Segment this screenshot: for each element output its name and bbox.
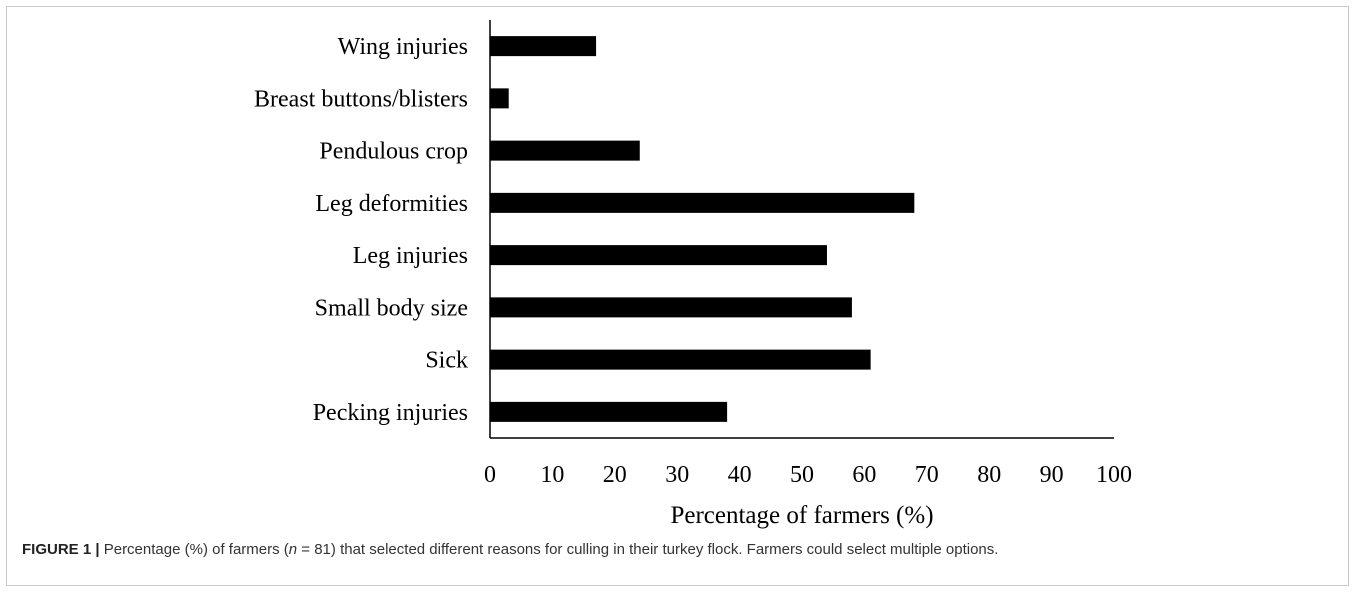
bars-layer <box>490 36 915 422</box>
bar-pendulous-crop <box>490 140 640 161</box>
x-tick-label-40: 40 <box>728 462 752 488</box>
x-tick-label-60: 60 <box>852 462 876 488</box>
x-tick-label-50: 50 <box>790 462 814 488</box>
x-tick-label-70: 70 <box>915 462 939 488</box>
x-tick-label-100: 100 <box>1096 462 1132 488</box>
bar-wing-injuries <box>490 36 597 57</box>
x-tick-label-30: 30 <box>665 462 689 488</box>
caption-label: FIGURE 1 | <box>22 541 100 558</box>
figure-caption: FIGURE 1 | Percentage (%) of farmers (n … <box>22 540 1332 560</box>
category-label-pecking-injuries: Pecking injuries <box>313 400 468 426</box>
category-label-wing-injuries: Wing injuries <box>338 34 468 60</box>
x-tick-labels: 0 10 20 30 40 50 60 70 80 90 100 <box>484 462 1132 488</box>
bar-leg-deformities <box>490 192 915 213</box>
x-tick-label-80: 80 <box>977 462 1001 488</box>
x-tick-label-20: 20 <box>603 462 627 488</box>
category-label-sick: Sick <box>425 348 468 374</box>
figure-frame <box>6 6 1349 586</box>
category-label-leg-injuries: Leg injuries <box>353 243 468 269</box>
bar-pecking-injuries <box>490 401 728 422</box>
caption-text-after-n: = 81) that selected different reasons fo… <box>297 541 999 558</box>
category-labels: Wing injuries Breast buttons/blisters Pend… <box>254 34 468 426</box>
caption-text-before-n: Percentage (%) of farmers ( <box>103 541 289 558</box>
bar-sick <box>490 349 871 370</box>
category-label-breast-buttons-blisters: Breast buttons/blisters <box>254 86 468 112</box>
caption-n-symbol: n <box>288 541 298 558</box>
bar-leg-injuries <box>490 245 827 266</box>
x-tick-label-90: 90 <box>1040 462 1064 488</box>
x-tick-label-10: 10 <box>540 462 564 488</box>
bar-chart: Wing injuries Breast buttons/blisters Pend… <box>254 20 1132 529</box>
category-label-small-body-size: Small body size <box>315 295 468 321</box>
x-tick-label-0: 0 <box>484 462 496 488</box>
category-label-leg-deformities: Leg deformities <box>315 191 468 217</box>
category-label-pendulous-crop: Pendulous crop <box>319 139 468 165</box>
bar-small-body-size <box>490 297 852 318</box>
x-axis-title: Percentage of farmers (%) <box>670 502 933 529</box>
bar-breast-buttons-blisters <box>490 88 509 109</box>
